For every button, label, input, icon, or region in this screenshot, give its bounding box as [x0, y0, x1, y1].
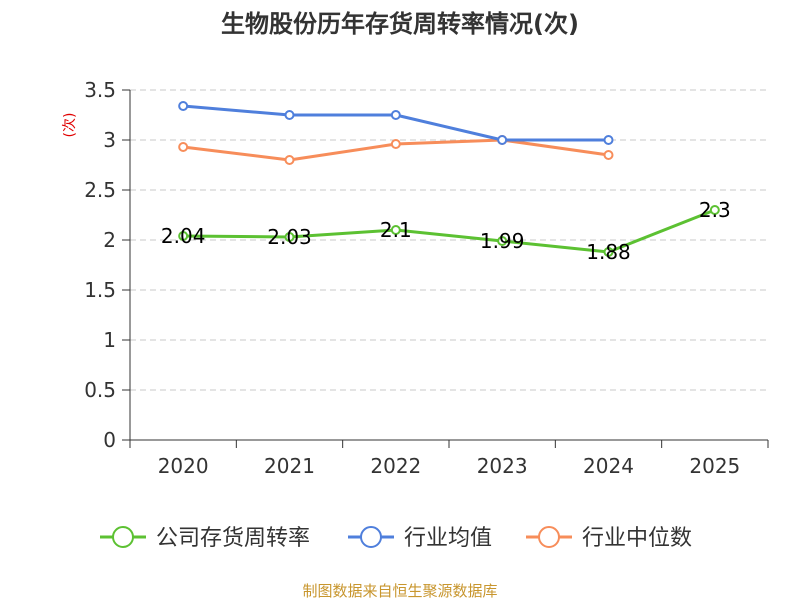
y-tick-label: 1 — [103, 328, 116, 352]
chart-title: 生物股份历年存货周转率情况(次) — [221, 10, 579, 38]
x-tick-label: 2021 — [264, 454, 315, 478]
data-labels: 2.04 2.03 2.1 1.99 1.88 2.3 — [161, 198, 731, 264]
series-line-0 — [183, 208, 716, 254]
legend: 公司存货周转率 行业均值 行业中位数 — [100, 526, 692, 551]
y-tick-label: 0.5 — [84, 378, 116, 402]
data-label: 2.3 — [699, 198, 731, 222]
data-point[interactable] — [178, 101, 189, 111]
data-point[interactable] — [178, 142, 189, 152]
data-label: 2.1 — [380, 218, 412, 242]
legend-item-2[interactable]: 行业中位数 — [526, 526, 692, 551]
axes: 0 0.5 1 1.5 2 2.5 3 3.5 2020 2021 2022 2023 2024 2025 — [84, 78, 769, 478]
y-axis-label: (次) — [62, 113, 78, 138]
y-tick-label: 0 — [103, 428, 116, 452]
data-point[interactable] — [390, 225, 401, 235]
data-point[interactable] — [390, 139, 401, 149]
data-point[interactable] — [284, 155, 295, 165]
data-point[interactable] — [178, 231, 189, 241]
gridlines — [130, 89, 768, 391]
data-point[interactable] — [603, 135, 614, 145]
data-point[interactable] — [284, 110, 295, 120]
y-tick-label: 1.5 — [84, 278, 116, 302]
data-label: 1.88 — [586, 240, 631, 264]
legend-label: 行业均值 — [404, 526, 492, 551]
data-point[interactable] — [497, 135, 508, 145]
legend-item-0[interactable]: 公司存货周转率 — [100, 526, 310, 551]
y-tick-label: 2 — [103, 228, 116, 252]
x-tick-label: 2023 — [477, 454, 528, 478]
legend-label: 公司存货周转率 — [156, 526, 310, 551]
x-tick-label: 2020 — [158, 454, 209, 478]
series-group — [178, 101, 720, 257]
y-tick-label: 3.5 — [84, 78, 116, 102]
y-tick-label: 2.5 — [84, 178, 116, 202]
legend-marker — [538, 526, 560, 548]
legend-item-1[interactable]: 行业均值 — [348, 526, 492, 551]
legend-marker — [112, 526, 134, 548]
data-point[interactable] — [497, 236, 508, 246]
data-point[interactable] — [390, 110, 401, 120]
legend-marker — [360, 526, 382, 548]
data-point[interactable] — [284, 232, 295, 242]
x-tick-label: 2022 — [370, 454, 421, 478]
x-tick-label: 2025 — [689, 454, 740, 478]
data-point[interactable] — [709, 205, 720, 215]
data-label: 1.99 — [480, 229, 525, 253]
y-tick-label: 3 — [103, 128, 116, 152]
data-point[interactable] — [603, 247, 614, 257]
data-label: 2.03 — [267, 225, 312, 249]
x-tick-label: 2024 — [583, 454, 634, 478]
data-label: 2.04 — [161, 224, 206, 248]
source-note: 制图数据来自恒生聚源数据库 — [302, 582, 497, 600]
data-point[interactable] — [603, 150, 614, 160]
legend-label: 行业中位数 — [582, 526, 692, 551]
